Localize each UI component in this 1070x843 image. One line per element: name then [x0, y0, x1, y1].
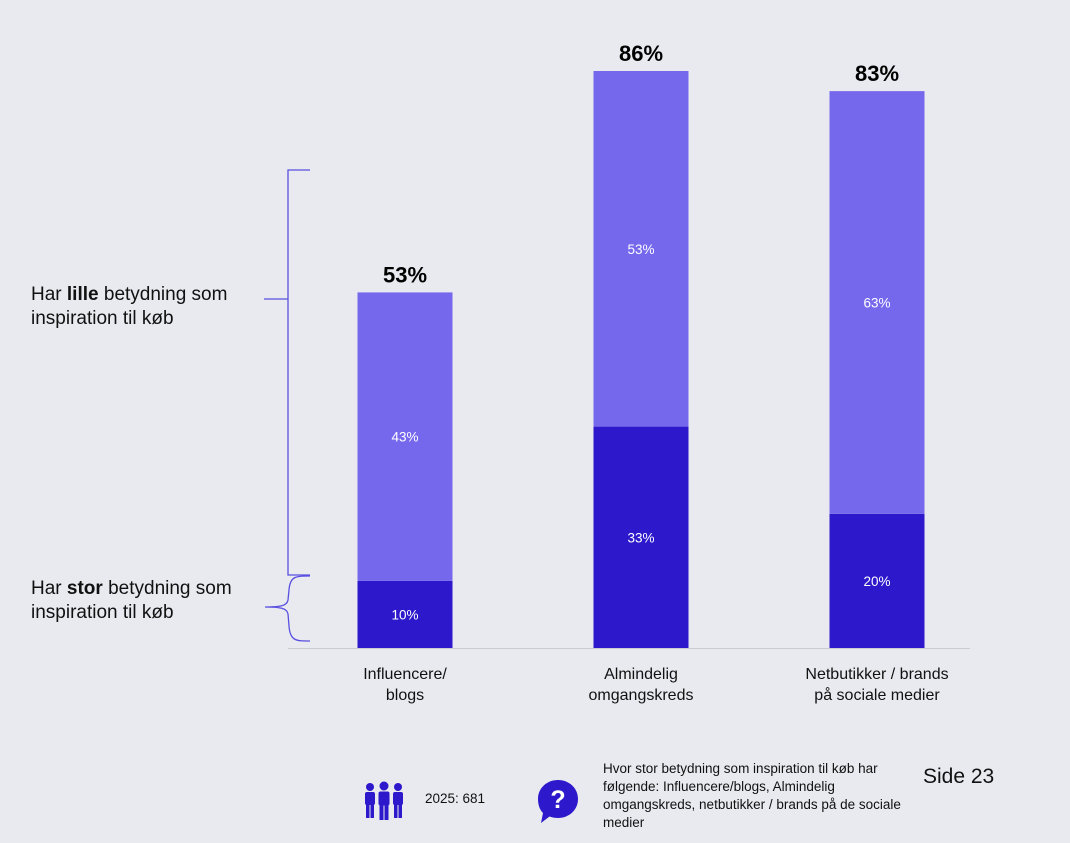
category-label-2-line-1: Almindelig	[604, 666, 678, 683]
data-label-stor-1: 10%	[391, 607, 418, 622]
bar-lille-2	[593, 71, 689, 427]
category-label-3-line-2: på sociale medier	[814, 686, 940, 704]
legend-label-stor: Har stor betydning som inspiration til k…	[31, 578, 232, 623]
bar-lille-1	[357, 292, 453, 581]
svg-text:?: ?	[550, 786, 565, 814]
question-bubble-icon: ?	[538, 780, 578, 823]
stacked-bar-chart: 10% 43% 53% Influencere/blogs 33% 53% 86% Almin…	[264, 41, 970, 704]
data-label-lille-3: 63%	[863, 295, 890, 310]
bar-stor-1	[357, 580, 453, 648]
legend-bracket-lille	[287, 169, 310, 576]
category-label-1-line-2: blogs	[386, 687, 424, 704]
legend-lille-bold: lille	[66, 284, 99, 305]
sample-size-text: 2025: 681	[425, 791, 486, 806]
category-label-3-line-1: Netbutikker / brands	[805, 666, 948, 683]
total-label-3: 83%	[855, 61, 899, 86]
page-number: Side 23	[923, 765, 995, 788]
legend-label-lille: Har lille betydning som inspiration til …	[31, 284, 228, 329]
bar-lille-3	[829, 91, 925, 514]
data-label-lille-2: 53%	[627, 242, 654, 257]
bar-stor-3	[829, 513, 925, 648]
total-label-2: 86%	[619, 41, 663, 66]
data-label-lille-1: 43%	[391, 430, 418, 445]
bar-stor-2	[593, 426, 689, 648]
data-label-stor-3: 20%	[863, 574, 890, 589]
legend-stor-bold: stor	[66, 578, 103, 599]
survey-question-text: Hvor stor betydning som inspiration til …	[603, 761, 901, 830]
total-label-1: 53%	[383, 262, 427, 287]
category-label-2-line-2: omgangskreds	[589, 687, 694, 704]
data-label-stor-2: 33%	[627, 530, 654, 545]
people-group-icon	[365, 781, 403, 820]
legend-bracket-stor	[264, 575, 311, 642]
category-label-1-line-1: Influencere/	[363, 666, 447, 683]
